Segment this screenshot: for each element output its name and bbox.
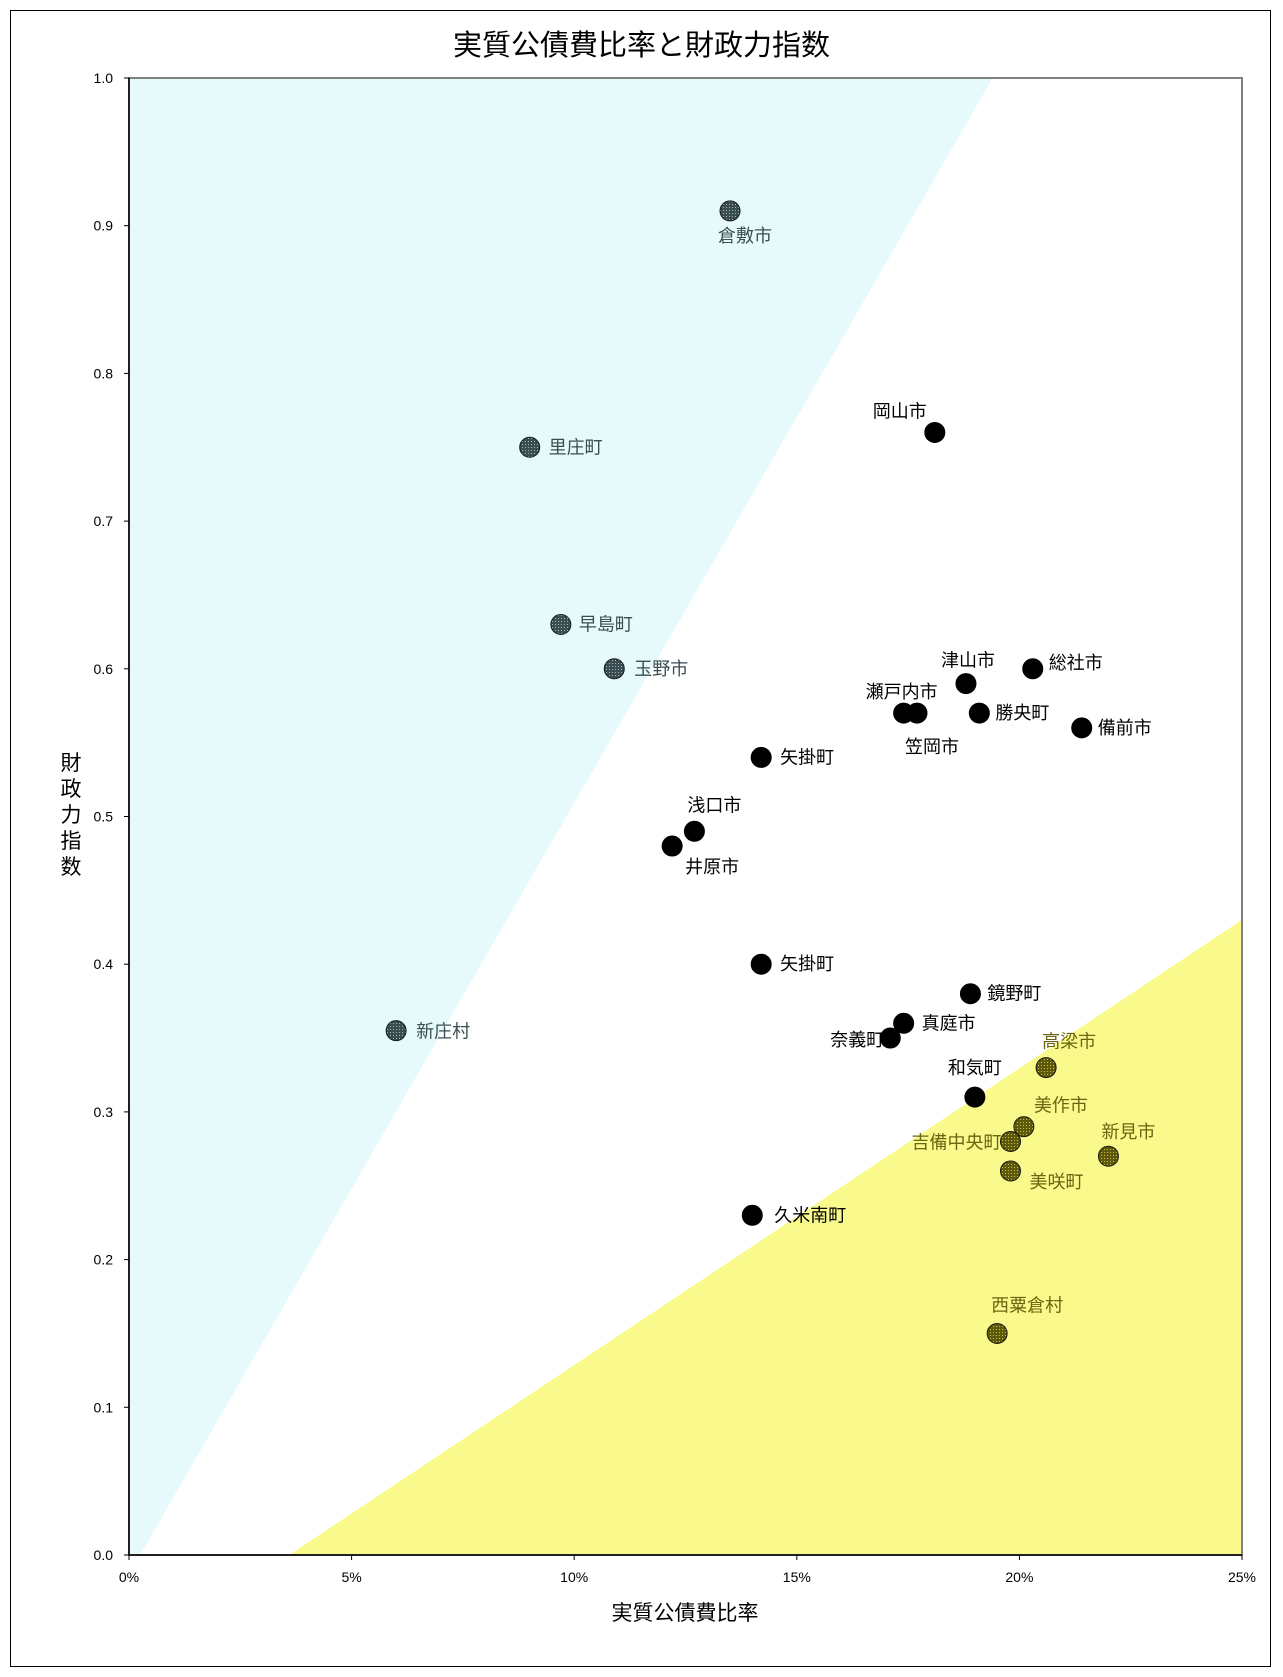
point-label: 備前市 [1098, 718, 1152, 739]
y-tick-label: 0.9 [94, 218, 114, 234]
point-label: 里庄町 [549, 437, 603, 458]
y-tick-label: 0.2 [94, 1252, 114, 1268]
yellow-region [289, 919, 1243, 1555]
point-label: 瀬戸内市 [866, 682, 938, 703]
point-label: 高梁市 [1042, 1032, 1096, 1053]
data-point [955, 673, 977, 695]
data-point [661, 835, 683, 857]
y-tick-label: 0.4 [94, 956, 114, 972]
data-point [603, 658, 625, 680]
x-tick-label: 0% [119, 1569, 139, 1585]
data-point [1035, 1057, 1057, 1079]
data-point [999, 1130, 1021, 1152]
point-label: 早島町 [579, 614, 633, 635]
chart-title: 実質公債費比率と財政力指数 [452, 28, 830, 62]
point-label: 津山市 [941, 651, 995, 672]
point-label: 総社市 [1049, 653, 1103, 674]
point-label: 岡山市 [873, 401, 927, 422]
y-tick-label: 0.8 [94, 365, 114, 381]
data-point [924, 421, 946, 443]
x-axis-label: 実質公債費比率 [611, 1601, 759, 1625]
data-point [893, 1012, 915, 1034]
point-label: 美咲町 [1029, 1172, 1083, 1193]
point-label: 和気町 [948, 1058, 1002, 1079]
y-tick-label: 0.7 [94, 513, 114, 529]
x-tick-label: 25% [1228, 1569, 1256, 1585]
data-point [879, 1027, 901, 1049]
data-point [750, 953, 772, 975]
point-label: 西粟倉村 [991, 1295, 1063, 1316]
y-tick-label: 0.1 [94, 1399, 114, 1415]
point-label: 浅口市 [687, 795, 741, 816]
point-label: 笠岡市 [905, 737, 959, 758]
point-label: 美作市 [1034, 1096, 1088, 1117]
y-tick-label: 0.3 [94, 1104, 114, 1120]
data-point [906, 702, 928, 724]
x-tick-label: 20% [1005, 1569, 1033, 1585]
data-point [959, 983, 981, 1005]
x-tick-label: 15% [783, 1569, 811, 1585]
point-label: 井原市 [685, 857, 739, 878]
point-label: 久米南町 [774, 1205, 846, 1226]
axes: 0.0 0.1 0.2 0.3 0.4 0.5 0.6 0.7 0.8 0.9 1.0 0% 5% 10%… [94, 70, 1256, 1585]
data-point [750, 746, 772, 768]
point-label: 勝央町 [995, 703, 1049, 724]
data-points [385, 200, 1119, 1344]
point-label: 真庭市 [922, 1013, 976, 1034]
cyan-region [129, 78, 993, 1555]
point-label: 玉野市 [634, 659, 688, 680]
data-point [968, 702, 990, 724]
shaded-regions [129, 78, 1243, 1555]
point-label: 新庄村 [416, 1022, 470, 1043]
data-point [986, 1322, 1008, 1344]
data-point [550, 613, 572, 635]
data-point [1097, 1145, 1119, 1167]
y-tick-label: 1.0 [94, 70, 114, 86]
x-tick-label: 10% [560, 1569, 588, 1585]
point-label: 吉備中央町 [911, 1132, 1001, 1153]
y-tick-label: 0.6 [94, 661, 114, 677]
y-tick-label: 0.5 [94, 809, 114, 825]
y-tick-label: 0.0 [94, 1547, 114, 1563]
data-point [999, 1160, 1021, 1182]
point-label: 新見市 [1101, 1122, 1155, 1143]
point-label: 矢掛町 [780, 954, 834, 975]
point-label: 鏡野町 [987, 984, 1041, 1005]
y-axis-label: 財政力指数 [60, 751, 82, 879]
point-label: 奈義町 [830, 1030, 884, 1051]
data-point [1022, 658, 1044, 680]
data-point [385, 1020, 407, 1042]
data-point [964, 1086, 986, 1108]
data-point [1013, 1116, 1035, 1138]
data-point [719, 200, 741, 222]
point-label: 倉敷市 [718, 226, 772, 247]
point-label: 矢掛町 [780, 747, 834, 768]
data-point [741, 1204, 763, 1226]
data-point [683, 820, 705, 842]
x-tick-label: 5% [341, 1569, 361, 1585]
data-point [519, 436, 541, 458]
data-point [1071, 717, 1093, 739]
